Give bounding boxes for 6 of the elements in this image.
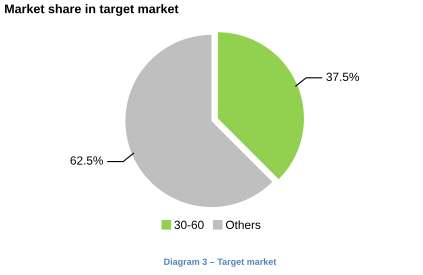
text: Diagram 3 – Target market (164, 258, 276, 267)
data-label: 62.5% (70, 156, 104, 165)
chart-title: Market share in target market (5, 4, 178, 16)
legend-label: 30-60 (174, 220, 204, 230)
legend-label: Others (226, 220, 260, 230)
data-label: 37.5% (326, 72, 359, 82)
